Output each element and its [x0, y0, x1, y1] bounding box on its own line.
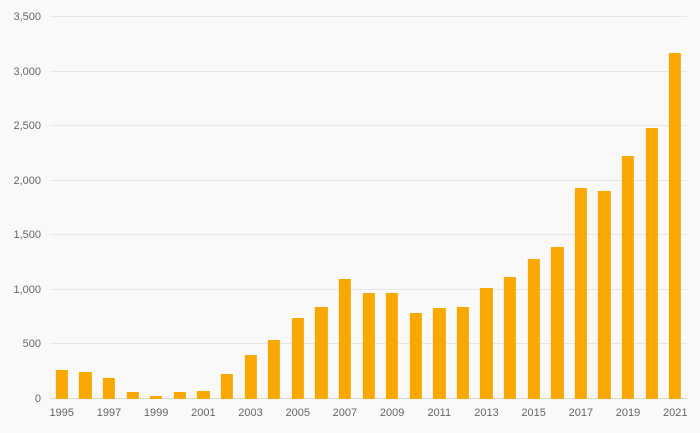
bar-1999	[150, 396, 163, 399]
bar-2018	[598, 190, 611, 399]
y-axis-tick-label: 3,500	[13, 11, 41, 23]
y-axis-tick-label: 3,000	[13, 65, 41, 78]
x-axis-tick-label: 1997	[96, 407, 122, 419]
x-axis-tick-label: 2015	[521, 407, 546, 419]
bar-2017	[574, 188, 587, 399]
bar-1995	[55, 369, 68, 399]
x-axis-tick-label: 1995	[49, 407, 75, 419]
x-axis-tick-label: 2001	[191, 407, 216, 419]
bar-2007	[338, 278, 352, 399]
x-axis-tick-label: 2005	[285, 407, 310, 419]
bar-2021	[669, 53, 682, 399]
x-axis-tick-label: 2009	[379, 407, 405, 419]
gridline-2,000	[50, 179, 687, 181]
bar-1998	[126, 392, 139, 399]
bar-2015	[527, 258, 540, 399]
x-axis-tick-label: 2011	[427, 407, 452, 419]
x-axis-tick-label: 2007	[332, 407, 358, 419]
bar-2012	[456, 307, 469, 399]
y-axis-tick-label: 1,000	[13, 283, 41, 296]
bar-2020	[645, 128, 658, 399]
bar-2019	[621, 155, 635, 399]
y-axis-tick-label: 2,000	[13, 174, 41, 187]
plot-area: 0 500 1,000 1,500 2,000 2,500 3,000 3,500 1995 19…	[13, 11, 687, 419]
x-axis-tick-label: 2003	[238, 407, 263, 419]
bar-2003	[244, 355, 257, 399]
bar-1996	[79, 371, 92, 399]
bar-2009	[385, 293, 399, 399]
bar-2008	[362, 293, 375, 399]
x-axis-tick-label: 2013	[474, 407, 499, 419]
x-axis-tick-label: 2021	[662, 407, 688, 419]
x-axis-tick-label: 2019	[615, 407, 641, 419]
x-axis-tick-label: 2017	[568, 407, 594, 419]
bar-2010	[409, 312, 422, 399]
y-axis-tick-label: 1,500	[13, 229, 41, 242]
bar-2002	[220, 373, 234, 399]
gridline-1,500	[50, 234, 687, 236]
bar-2006	[315, 307, 328, 399]
y-axis-tick-label: 2,500	[13, 120, 41, 133]
bar-2016	[551, 247, 564, 399]
x-axis-tick-label: 1999	[143, 407, 169, 419]
y-axis-tick-label: 0	[34, 393, 41, 405]
bar-2013	[480, 287, 493, 399]
gridline-1,000	[50, 288, 687, 290]
gridline-3,000	[50, 70, 687, 72]
gridline-3,500	[50, 16, 687, 17]
bar-2001	[197, 391, 210, 399]
bar-2014	[503, 276, 517, 399]
bar-1997	[102, 378, 116, 399]
y-axis-tick-label: 500	[22, 338, 41, 351]
bar-2011	[433, 307, 446, 399]
bar-2004	[267, 339, 281, 399]
bar-2005	[291, 318, 304, 399]
bar-2000	[173, 391, 186, 399]
gridline-2,500	[50, 125, 687, 127]
